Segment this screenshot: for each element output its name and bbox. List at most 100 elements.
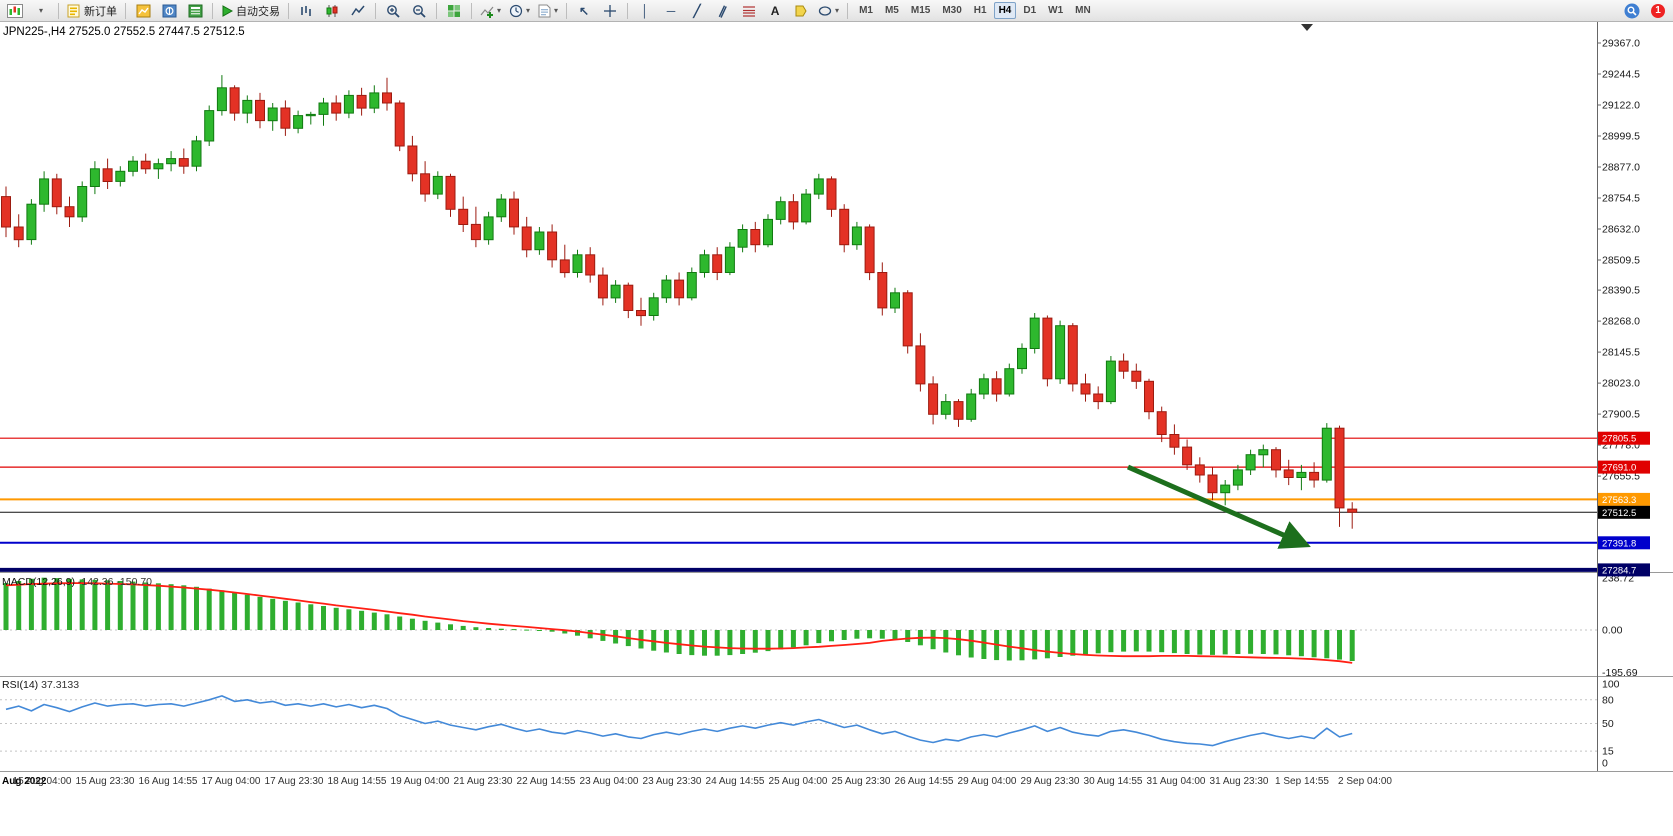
chart-shift-marker[interactable] bbox=[1301, 24, 1313, 31]
svg-text:50: 50 bbox=[1602, 718, 1614, 730]
search-button[interactable] bbox=[1620, 1, 1644, 21]
timeframe-button-W1[interactable]: W1 bbox=[1048, 5, 1064, 16]
svg-text:28390.5: 28390.5 bbox=[1602, 285, 1640, 297]
template-icon bbox=[538, 4, 551, 17]
shapes-button[interactable]: ▾ bbox=[815, 1, 842, 21]
svg-text:28268.0: 28268.0 bbox=[1602, 316, 1640, 328]
timeframe-button-MN[interactable]: MN bbox=[1075, 5, 1091, 16]
svg-text:27563.3: 27563.3 bbox=[1602, 495, 1636, 506]
separator bbox=[125, 2, 126, 19]
chart-area[interactable]: JPN225-,H4 27525.0 27552.5 27447.5 27512… bbox=[0, 22, 1673, 772]
time-axis[interactable]: Aug 2022 15 Aug 04:00 15 Aug 23:30 16 Aug 1… bbox=[0, 772, 1673, 836]
vertical-line-button[interactable]: │ bbox=[633, 1, 657, 21]
line-chart-mode-button[interactable] bbox=[346, 1, 370, 21]
horizontal-line-button[interactable]: ─ bbox=[659, 1, 683, 21]
notification-badge: 1 bbox=[1651, 3, 1665, 18]
main-chart-svg[interactable]: 29367.0 29244.5 29122.0 28999.5 28877.0 28754… bbox=[0, 22, 1673, 772]
terminal-button[interactable] bbox=[183, 1, 207, 21]
new-chart-button[interactable] bbox=[3, 1, 27, 21]
tile-windows-button[interactable] bbox=[442, 1, 466, 21]
periods-button[interactable]: ▾ bbox=[506, 1, 533, 21]
market-watch-button[interactable] bbox=[131, 1, 155, 21]
rsi-line bbox=[5, 695, 1353, 747]
trendline-button[interactable]: ╱ bbox=[685, 1, 709, 21]
svg-text:29244.5: 29244.5 bbox=[1602, 69, 1640, 81]
new-chart-icon bbox=[7, 3, 23, 18]
horizontal-line-icon: ─ bbox=[666, 3, 676, 18]
timeframe-button-H1[interactable]: H1 bbox=[973, 5, 987, 16]
new-order-label: 新订单 bbox=[84, 5, 117, 18]
macd-signal-line bbox=[5, 582, 1353, 664]
separator bbox=[847, 2, 849, 19]
indicators-plus-icon bbox=[480, 6, 494, 18]
bar-chart-mode-button[interactable] bbox=[294, 1, 318, 21]
trend-arrow[interactable] bbox=[1126, 464, 1311, 549]
separator bbox=[375, 2, 376, 19]
time-axis-label: 25 Aug 23:30 bbox=[831, 776, 891, 787]
clock-icon bbox=[509, 4, 523, 17]
time-axis-label: 15 Aug 23:30 bbox=[75, 776, 135, 787]
timeframe-button-D1[interactable]: D1 bbox=[1023, 5, 1037, 16]
new-order-icon bbox=[67, 4, 80, 17]
time-axis-month-label: Aug 2022 bbox=[2, 776, 47, 787]
channel-button[interactable]: ∥ bbox=[711, 1, 735, 21]
timeframe-toolbar: M1 M5 M15 M30 H1 H4 D1 W1 MN bbox=[853, 2, 1097, 19]
fibonacci-icon bbox=[743, 5, 756, 17]
time-axis-label: 31 Aug 04:00 bbox=[1146, 776, 1206, 787]
auto-trading-button[interactable]: 自动交易 bbox=[218, 1, 283, 21]
indicators-button[interactable]: ▾ bbox=[477, 1, 504, 21]
terminal-icon bbox=[188, 4, 202, 17]
price-tag-27805.5: 27805.5 bbox=[1598, 431, 1650, 445]
templates-button[interactable]: ▾ bbox=[535, 1, 561, 21]
price-tag-27391.8: 27391.8 bbox=[1598, 536, 1650, 550]
navigator-icon bbox=[162, 4, 176, 17]
time-axis-label: 29 Aug 04:00 bbox=[957, 776, 1017, 787]
chevron-down-icon: ▾ bbox=[554, 6, 559, 15]
notifications-button[interactable]: 1 bbox=[1646, 1, 1670, 21]
price-tag-27563.3: 27563.3 bbox=[1598, 492, 1650, 506]
navigator-button[interactable] bbox=[157, 1, 181, 21]
price-tag-27691.0: 27691.0 bbox=[1598, 460, 1650, 474]
zoom-in-icon bbox=[387, 4, 400, 18]
timeframe-button-M30[interactable]: M30 bbox=[942, 5, 962, 16]
timeframe-button-M15[interactable]: M15 bbox=[910, 5, 931, 16]
chevron-down-icon: ▾ bbox=[835, 6, 840, 15]
label-tag-icon bbox=[795, 5, 807, 16]
timeframe-button-M1[interactable]: M1 bbox=[859, 5, 873, 16]
candlestick-mode-button[interactable] bbox=[320, 1, 344, 21]
line-chart-icon bbox=[351, 5, 365, 15]
svg-text:28509.5: 28509.5 bbox=[1602, 255, 1640, 267]
svg-text:29367.0: 29367.0 bbox=[1602, 38, 1640, 50]
svg-text:28023.0: 28023.0 bbox=[1602, 378, 1640, 390]
time-axis-label: 19 Aug 04:00 bbox=[390, 776, 450, 787]
auto-trading-label: 自动交易 bbox=[236, 5, 280, 18]
zoom-out-icon bbox=[413, 4, 426, 18]
text-tool-icon: A bbox=[770, 3, 780, 18]
separator bbox=[471, 2, 472, 19]
chart-ohlc-title: JPN225-,H4 27525.0 27552.5 27447.5 27512… bbox=[3, 26, 245, 38]
crosshair-button[interactable] bbox=[598, 1, 622, 21]
zoom-in-button[interactable] bbox=[381, 1, 405, 21]
new-order-button[interactable]: 新订单 bbox=[64, 1, 120, 21]
separator bbox=[58, 2, 59, 19]
time-axis-label: 22 Aug 14:55 bbox=[516, 776, 576, 787]
chart-background bbox=[0, 22, 1673, 772]
time-axis-label: 25 Aug 04:00 bbox=[768, 776, 828, 787]
svg-text:-195.69: -195.69 bbox=[1602, 667, 1638, 679]
market-watch-icon bbox=[136, 4, 150, 17]
cursor-button[interactable]: ↖ bbox=[572, 1, 596, 21]
svg-text:80: 80 bbox=[1602, 694, 1614, 706]
svg-text:27805.5: 27805.5 bbox=[1602, 434, 1636, 445]
search-icon bbox=[1624, 3, 1640, 18]
text-tool-button[interactable]: A bbox=[763, 1, 787, 21]
separator bbox=[566, 2, 568, 19]
fibonacci-button[interactable] bbox=[737, 1, 761, 21]
new-chart-dropdown[interactable]: ▾ bbox=[29, 1, 53, 21]
zoom-out-button[interactable] bbox=[407, 1, 431, 21]
macd-name: MACD(12,26,9) bbox=[2, 576, 75, 588]
timeframe-button-H4[interactable]: H4 bbox=[993, 2, 1017, 19]
timeframe-button-M5[interactable]: M5 bbox=[884, 5, 899, 16]
arrows-tool-button[interactable] bbox=[789, 1, 813, 21]
svg-text:0: 0 bbox=[1602, 758, 1608, 770]
bar-chart-icon bbox=[301, 5, 311, 16]
